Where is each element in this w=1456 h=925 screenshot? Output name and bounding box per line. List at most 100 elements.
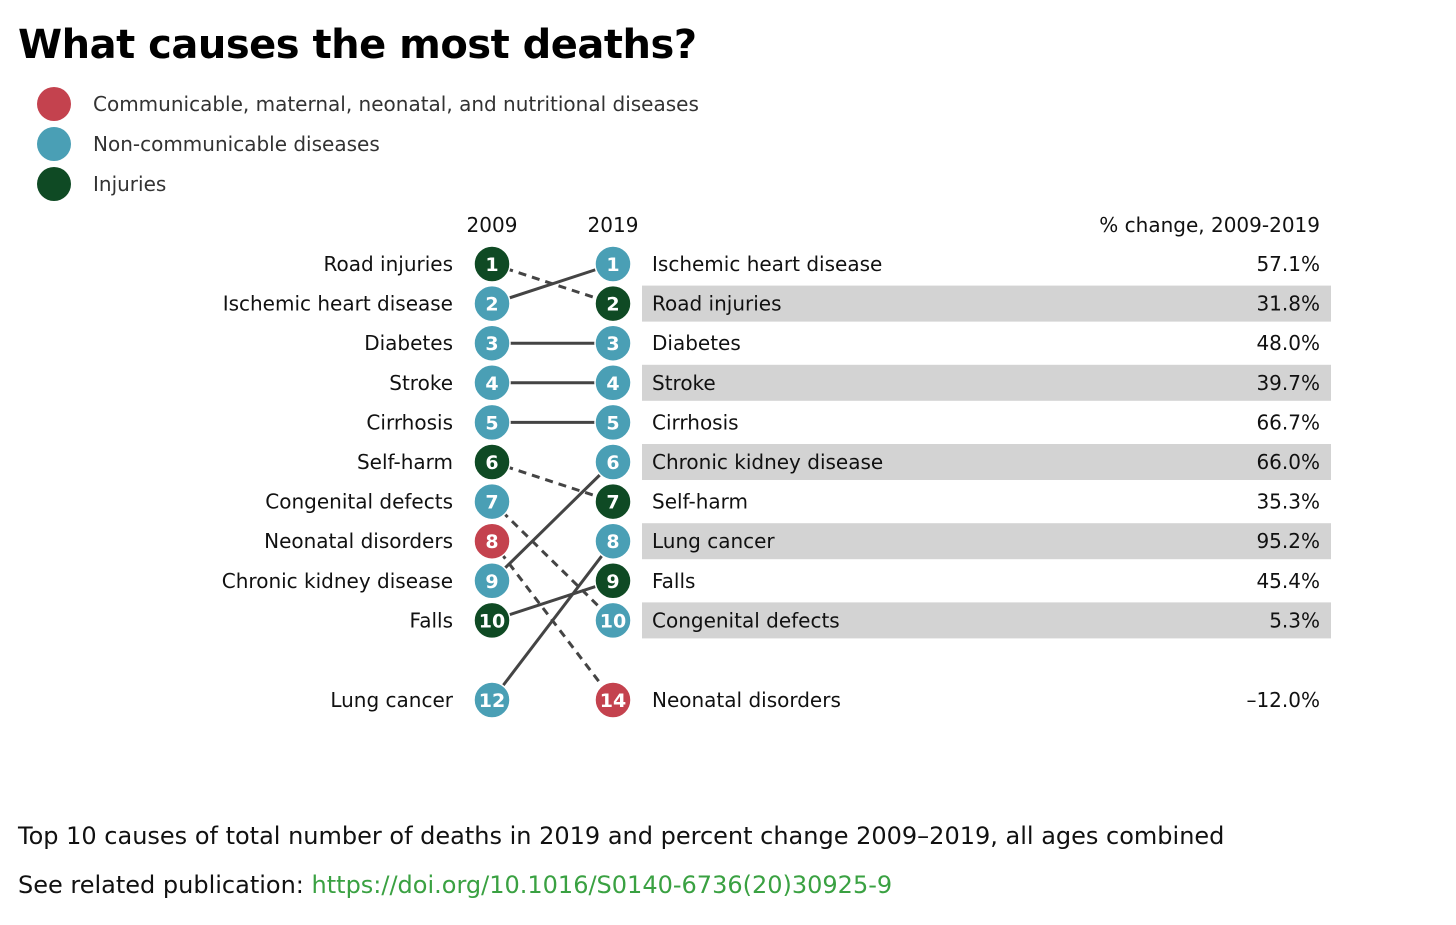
right-label-road-injuries: Road injuries xyxy=(652,292,782,316)
left-label-diabetes: Diabetes xyxy=(364,331,453,355)
legend-label-communicable: Communicable, maternal, neonatal, and nu… xyxy=(93,92,699,116)
related-publication: See related publication: https://doi.org… xyxy=(18,871,892,899)
right-rank-stroke: 4 xyxy=(606,373,619,395)
left-circle-lung-cancer xyxy=(473,681,511,719)
row-band-stroke xyxy=(642,364,1331,401)
right-node-lung-cancer: 8 xyxy=(594,522,632,560)
left-label-lung-cancer: Lung cancer xyxy=(330,688,453,712)
row-band-chronic-kidney-disease xyxy=(642,444,1331,480)
left-node-self-harm: 6 xyxy=(473,443,511,481)
connector-chronic-kidney-disease xyxy=(490,460,615,582)
right-label-self-harm: Self-harm xyxy=(652,490,748,514)
right-circle-diabetes xyxy=(594,324,632,362)
legend-dot-communicable xyxy=(37,87,71,121)
header-percent-change: % change, 2009-2019 xyxy=(1099,213,1320,237)
right-node-falls: 9 xyxy=(594,562,632,600)
change-stroke: 39.7% xyxy=(1256,371,1320,395)
right-rank-road-injuries: 2 xyxy=(606,294,619,316)
right-node-neonatal-disorders: 14 xyxy=(594,681,632,719)
left-node-stroke: 4 xyxy=(473,364,511,402)
legend-dot-injuries xyxy=(37,167,71,201)
right-circle-stroke xyxy=(594,364,632,402)
right-node-stroke: 4 xyxy=(594,364,632,402)
publication-link[interactable]: https://doi.org/10.1016/S0140-6736(20)30… xyxy=(311,871,893,899)
chart-title: What causes the most deaths? xyxy=(18,22,697,68)
right-label-falls: Falls xyxy=(652,569,695,593)
related-publication-prefix: See related publication: xyxy=(18,871,312,899)
right-rank-cirrhosis: 5 xyxy=(606,412,619,434)
right-node-congenital-defects: 10 xyxy=(594,601,632,640)
left-label-self-harm: Self-harm xyxy=(357,450,453,474)
right-rank-lung-cancer: 8 xyxy=(606,531,619,553)
left-rank-self-harm: 6 xyxy=(485,452,498,474)
change-chronic-kidney-disease: 66.0% xyxy=(1256,450,1320,474)
left-label-neonatal-disorders: Neonatal disorders xyxy=(264,529,453,553)
right-circle-cirrhosis xyxy=(594,403,632,442)
rank-chart: 2009 2019 % change, 2009-2019 Road injurie… xyxy=(222,213,1331,719)
right-circle-ischemic-heart-disease xyxy=(594,245,632,283)
header-left-year: 2009 xyxy=(467,213,518,237)
connector-congenital-defects xyxy=(490,500,615,622)
left-circle-falls xyxy=(473,601,511,640)
left-rank-diabetes: 3 xyxy=(485,333,498,355)
right-node-chronic-kidney-disease: 6 xyxy=(594,443,632,481)
right-label-stroke: Stroke xyxy=(652,371,716,395)
right-label-diabetes: Diabetes xyxy=(652,331,741,355)
connector-ischemic-heart-disease xyxy=(491,262,614,306)
right-rank-diabetes: 3 xyxy=(606,333,619,355)
right-label-lung-cancer: Lung cancer xyxy=(652,529,775,553)
left-node-falls: 10 xyxy=(473,601,511,640)
right-node-self-harm: 7 xyxy=(594,482,632,521)
left-circle-ischemic-heart-disease xyxy=(473,284,511,323)
left-circle-cirrhosis xyxy=(473,403,511,442)
left-rank-road-injuries: 1 xyxy=(485,254,498,276)
right-rank-ischemic-heart-disease: 1 xyxy=(606,254,619,276)
right-rank-chronic-kidney-disease: 6 xyxy=(606,452,619,474)
right-rank-congenital-defects: 10 xyxy=(600,610,626,632)
change-congenital-defects: 5.3% xyxy=(1269,608,1320,632)
right-label-congenital-defects: Congenital defects xyxy=(652,608,840,632)
right-circle-road-injuries xyxy=(594,284,632,323)
row-band-lung-cancer xyxy=(642,523,1331,560)
left-node-cirrhosis: 5 xyxy=(473,403,511,442)
left-rank-neonatal-disorders: 8 xyxy=(485,531,498,553)
left-circle-neonatal-disorders xyxy=(473,522,511,560)
change-lung-cancer: 95.2% xyxy=(1256,529,1320,553)
legend-item-communicable: Communicable, maternal, neonatal, and nu… xyxy=(37,86,699,122)
right-rank-self-harm: 7 xyxy=(606,492,619,514)
legend-label-noncommunicable: Non-communicable diseases xyxy=(93,132,380,156)
left-node-ischemic-heart-disease: 2 xyxy=(473,284,511,323)
right-node-diabetes: 3 xyxy=(594,324,632,362)
right-label-ischemic-heart-disease: Ischemic heart disease xyxy=(652,252,882,276)
right-circle-lung-cancer xyxy=(594,522,632,560)
change-diabetes: 48.0% xyxy=(1256,331,1320,355)
left-label-falls: Falls xyxy=(410,608,453,632)
right-node-ischemic-heart-disease: 1 xyxy=(594,245,632,283)
left-node-congenital-defects: 7 xyxy=(473,482,511,521)
right-rank-falls: 9 xyxy=(606,571,619,593)
row-band-congenital-defects xyxy=(642,602,1331,639)
change-ischemic-heart-disease: 57.1% xyxy=(1256,252,1320,276)
connector-falls xyxy=(491,579,614,622)
left-node-lung-cancer: 12 xyxy=(473,681,511,719)
chart-caption: Top 10 causes of total number of deaths … xyxy=(18,822,1225,850)
left-label-ischemic-heart-disease: Ischemic heart disease xyxy=(223,292,453,316)
left-rank-stroke: 4 xyxy=(485,373,498,395)
left-circle-diabetes xyxy=(473,324,511,362)
change-falls: 45.4% xyxy=(1256,569,1320,593)
right-circle-congenital-defects xyxy=(594,601,632,640)
connector-self-harm xyxy=(491,460,614,504)
left-circle-chronic-kidney-disease xyxy=(473,562,511,600)
change-cirrhosis: 66.7% xyxy=(1256,410,1320,434)
left-rank-congenital-defects: 7 xyxy=(485,492,498,514)
left-label-cirrhosis: Cirrhosis xyxy=(366,410,453,434)
connector-lung-cancer xyxy=(490,540,615,701)
right-rank-neonatal-disorders: 14 xyxy=(600,690,626,712)
change-road-injuries: 31.8% xyxy=(1256,292,1320,316)
left-rank-chronic-kidney-disease: 9 xyxy=(485,571,498,593)
left-circle-self-harm xyxy=(473,443,511,481)
left-node-chronic-kidney-disease: 9 xyxy=(473,562,511,600)
left-node-neonatal-disorders: 8 xyxy=(473,522,511,560)
left-rank-cirrhosis: 5 xyxy=(485,412,498,434)
change-self-harm: 35.3% xyxy=(1256,490,1320,514)
